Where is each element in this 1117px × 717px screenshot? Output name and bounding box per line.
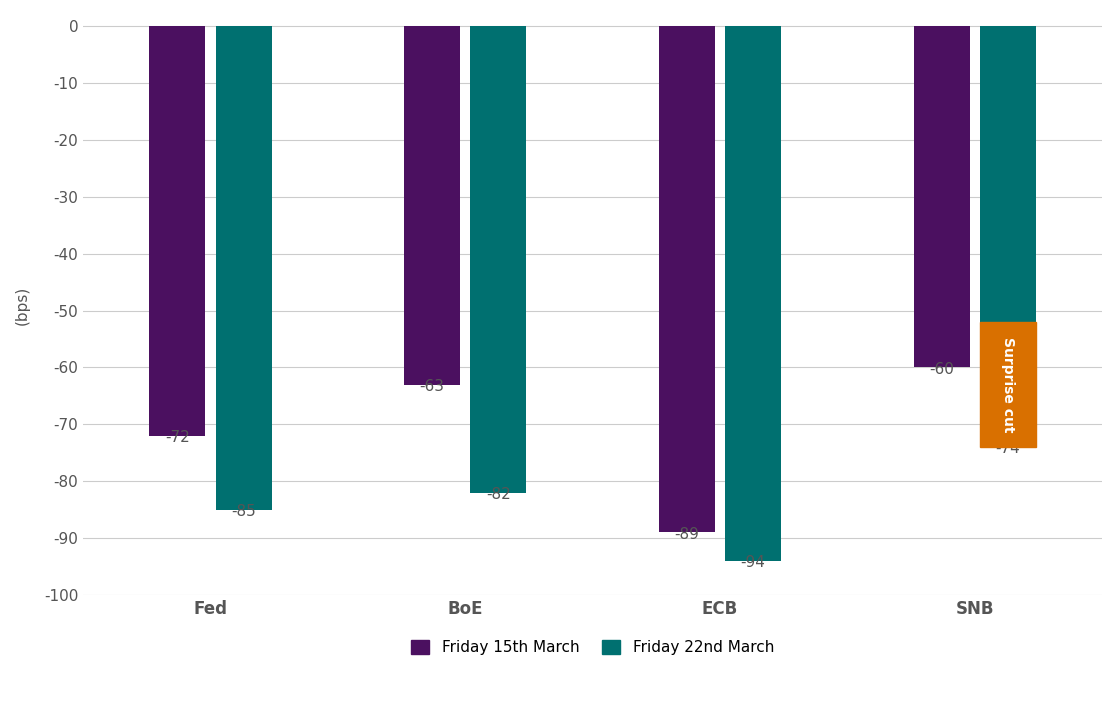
Text: -72: -72 — [165, 430, 190, 445]
Text: -94: -94 — [741, 555, 765, 570]
Bar — [404, 27, 460, 384]
Bar — [725, 27, 781, 561]
Bar — [914, 27, 970, 367]
Bar — [980, 322, 1035, 447]
Text: -82: -82 — [486, 487, 510, 502]
Text: -63: -63 — [420, 379, 445, 394]
Text: -85: -85 — [231, 504, 256, 519]
Text: -74: -74 — [995, 442, 1020, 456]
Bar — [150, 27, 206, 436]
Text: -89: -89 — [675, 526, 699, 541]
Text: Surprise cut: Surprise cut — [1001, 337, 1014, 432]
Bar — [470, 27, 526, 493]
Legend: Friday 15th March, Friday 22nd March: Friday 15th March, Friday 22nd March — [403, 632, 782, 663]
Bar — [659, 27, 715, 532]
Bar — [216, 27, 271, 510]
Text: -60: -60 — [929, 362, 954, 376]
Bar — [980, 27, 1035, 447]
Y-axis label: (bps): (bps) — [15, 285, 30, 325]
